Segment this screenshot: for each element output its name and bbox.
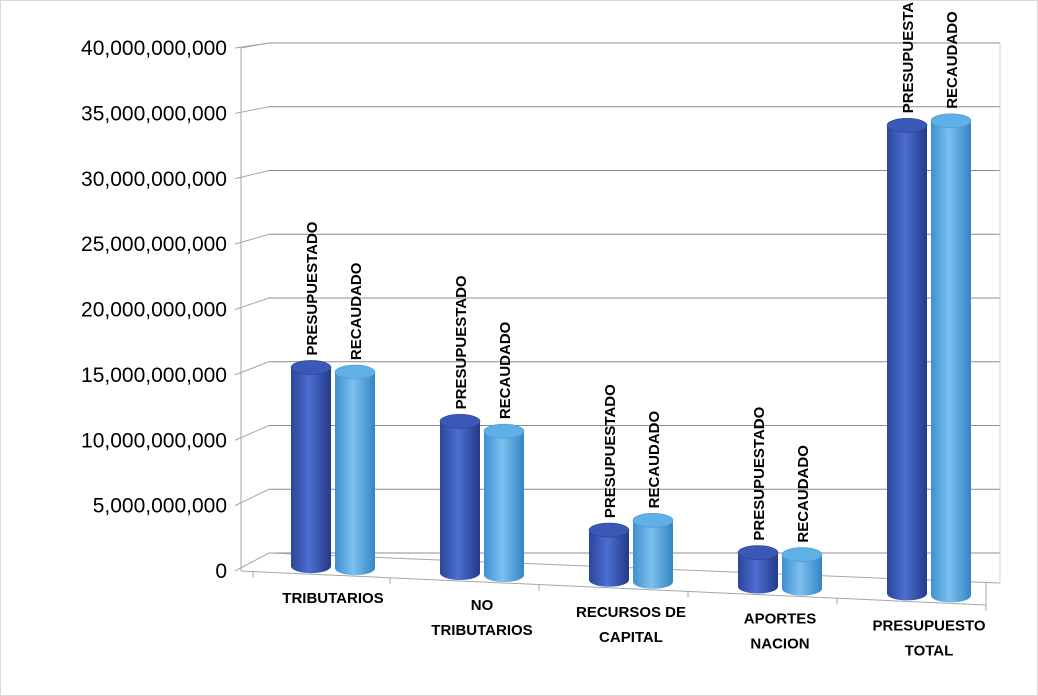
gridline-depth: [234, 106, 270, 114]
x-tick-label: RECURSOS DE CAPITAL: [576, 604, 686, 646]
gridline-depth: [234, 425, 270, 441]
bar-presupuestado-3: [737, 545, 779, 594]
gridline-depth: [234, 297, 270, 310]
gridline-depth: [234, 488, 270, 507]
bar-body: [440, 421, 480, 580]
bar-body: [484, 431, 524, 583]
y-tick-label: 40,000,000,000: [81, 37, 227, 60]
bar-series-label: PRESUPUESTADO: [304, 221, 321, 355]
left-wall-top: [240, 42, 270, 49]
bar-series-label: PRESUPUESTADO: [602, 384, 619, 518]
gridline-depth: [234, 361, 270, 376]
bar-series-label: RECAUDADO: [497, 321, 514, 419]
bar-series-label: RECAUDADO: [348, 262, 365, 360]
bar-top: [737, 545, 779, 560]
bar-recaudado-1: [483, 423, 525, 583]
bar-top: [588, 522, 630, 538]
bar-recaudado-2: [632, 513, 674, 589]
y-tick-label: 30,000,000,000: [81, 168, 227, 191]
y-tick-label: 20,000,000,000: [81, 299, 227, 322]
bar-top: [334, 364, 376, 380]
x-tick-label: NO TRIBUTARIOS: [431, 597, 532, 639]
labels: PRESUPUESTADO RECAUDADO TRIBUTARIOS PRESUPU…: [282, 1, 986, 659]
bar-series-label: PRESUPUESTADO: [751, 406, 768, 540]
bar-body: [291, 367, 331, 574]
bar-series-label: PRESUPUESTADO: [900, 1, 917, 113]
bar-presupuestado-1: [439, 414, 481, 580]
gridline-depth: [234, 233, 270, 245]
bar-top: [781, 547, 823, 562]
bar-recaudado-3: [781, 547, 823, 596]
bar-series-label: RECAUDADO: [795, 445, 812, 543]
bar-body: [738, 552, 779, 594]
bar-recaudado-0: [334, 364, 376, 576]
bar-presupuestado-2: [588, 522, 630, 587]
bar-top: [483, 423, 525, 439]
x-tick-label: APORTES NACION: [744, 611, 817, 653]
bar-body: [782, 554, 822, 596]
y-tick-label: 5,000,000,000: [93, 495, 227, 518]
bar-series-label: RECAUDADO: [646, 411, 663, 509]
bar-top: [930, 113, 972, 129]
bar-top: [290, 360, 332, 375]
y-tick-label: 35,000,000,000: [81, 102, 227, 125]
bar-series-label: RECAUDADO: [944, 11, 961, 109]
x-tick-label: PRESUPUESTO TOTAL: [872, 617, 985, 659]
bar-top: [439, 414, 481, 429]
bar-presupuestado-0: [290, 360, 332, 574]
y-tick-label: 0: [215, 560, 227, 583]
bar-body: [589, 530, 629, 587]
bar-presupuestado-4: [886, 118, 928, 601]
y-tick-label: 10,000,000,000: [81, 429, 227, 452]
bar-series-label: PRESUPUESTADO: [453, 275, 470, 409]
bar-body: [633, 520, 673, 589]
bar-top: [886, 118, 928, 133]
axes: 0 5,000,000,000 10,000,000,000 15,000,000,0…: [81, 37, 1001, 611]
y-tick-label: 15,000,000,000: [81, 364, 227, 387]
bar-body: [931, 120, 971, 603]
y-tick-label: 25,000,000,000: [81, 233, 227, 256]
gridline-depth: [234, 552, 270, 572]
x-tick-label: TRIBUTARIOS: [282, 590, 383, 607]
bar-top: [632, 513, 674, 528]
bar-body: [887, 125, 927, 601]
bar-recaudado-4: [930, 113, 972, 603]
gridline-depth: [234, 170, 270, 180]
bar-body: [335, 372, 375, 576]
bars: [290, 113, 972, 603]
